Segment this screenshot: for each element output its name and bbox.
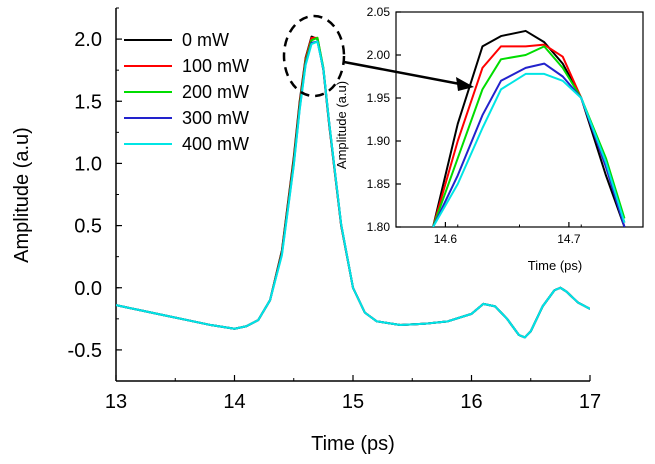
inset-axes <box>395 11 644 228</box>
inset-y-tick-label: 2.00 <box>367 48 391 62</box>
main-y-tick-label: 2.0 <box>74 29 102 51</box>
inset-y-axis-title: Amplitude (a.u) <box>334 81 349 169</box>
legend-label-0-mw: 0 mW <box>182 30 229 50</box>
main-tick-labels: 13 14 15 16 17 -0.5 0.0 0.5 1.0 1.5 2.0 <box>68 29 602 413</box>
main-y-axis-title: Amplitude (a.u) <box>11 127 33 263</box>
inset-y-tick-label: 1.90 <box>367 134 391 148</box>
main-x-tick-label: 17 <box>579 391 601 413</box>
main-series-lines <box>116 35 590 339</box>
main-x-tick-label: 16 <box>460 391 482 413</box>
inset-series-line-0-mw <box>432 29 626 227</box>
zoom-arrow-line <box>343 60 461 86</box>
inset-y-tick-label: 1.80 <box>367 220 391 234</box>
inset-series-line-400-mw <box>432 72 626 227</box>
main-x-tick-label: 15 <box>342 391 364 413</box>
main-axes <box>115 7 591 382</box>
legend: 0 mW 100 mW 200 mW 300 mW 400 mW <box>124 30 249 154</box>
inset-tick-labels: 14.6 14.7 1.80 1.85 1.90 1.95 2.00 2.05 <box>367 5 581 246</box>
inset-chart: 14.6 14.7 1.80 1.85 1.90 1.95 2.00 2.05 Time (p… <box>334 5 644 273</box>
main-chart: 13 14 15 16 17-0.50.00.51.01.52.0 Time (ps) … <box>11 7 602 455</box>
inset-y-tick-label: 2.05 <box>367 5 391 19</box>
inset-x-tick-label: 14.7 <box>557 232 581 246</box>
legend-label-100-mw: 100 mW <box>182 56 249 76</box>
inset-x-axis-title: Time (ps) <box>528 258 582 273</box>
main-y-tick-label: 0.5 <box>74 216 102 238</box>
main-series-line-400-mw <box>116 40 590 339</box>
main-y-tick-label: -0.5 <box>68 340 102 362</box>
zoom-region-ellipse <box>282 14 346 98</box>
main-x-tick-label: 13 <box>105 391 127 413</box>
inset-y-tick-label: 1.85 <box>367 177 391 191</box>
main-y-tick-label: 1.0 <box>74 153 102 175</box>
inset-series-lines <box>432 29 626 227</box>
inset-frame <box>395 11 644 228</box>
legend-label-200-mw: 200 mW <box>182 82 249 102</box>
inset-x-tick-label: 14.6 <box>434 232 458 246</box>
legend-label-300-mw: 300 mW <box>182 108 249 128</box>
inset-y-tick-label: 1.95 <box>367 91 391 105</box>
main-x-axis-title: Time (ps) <box>311 433 395 455</box>
main-y-tick-label: 1.5 <box>74 91 102 113</box>
legend-label-400-mw: 400 mW <box>182 134 249 154</box>
main-x-tick-label: 14 <box>223 391 245 413</box>
main-y-tick-label: 0.0 <box>74 278 102 300</box>
